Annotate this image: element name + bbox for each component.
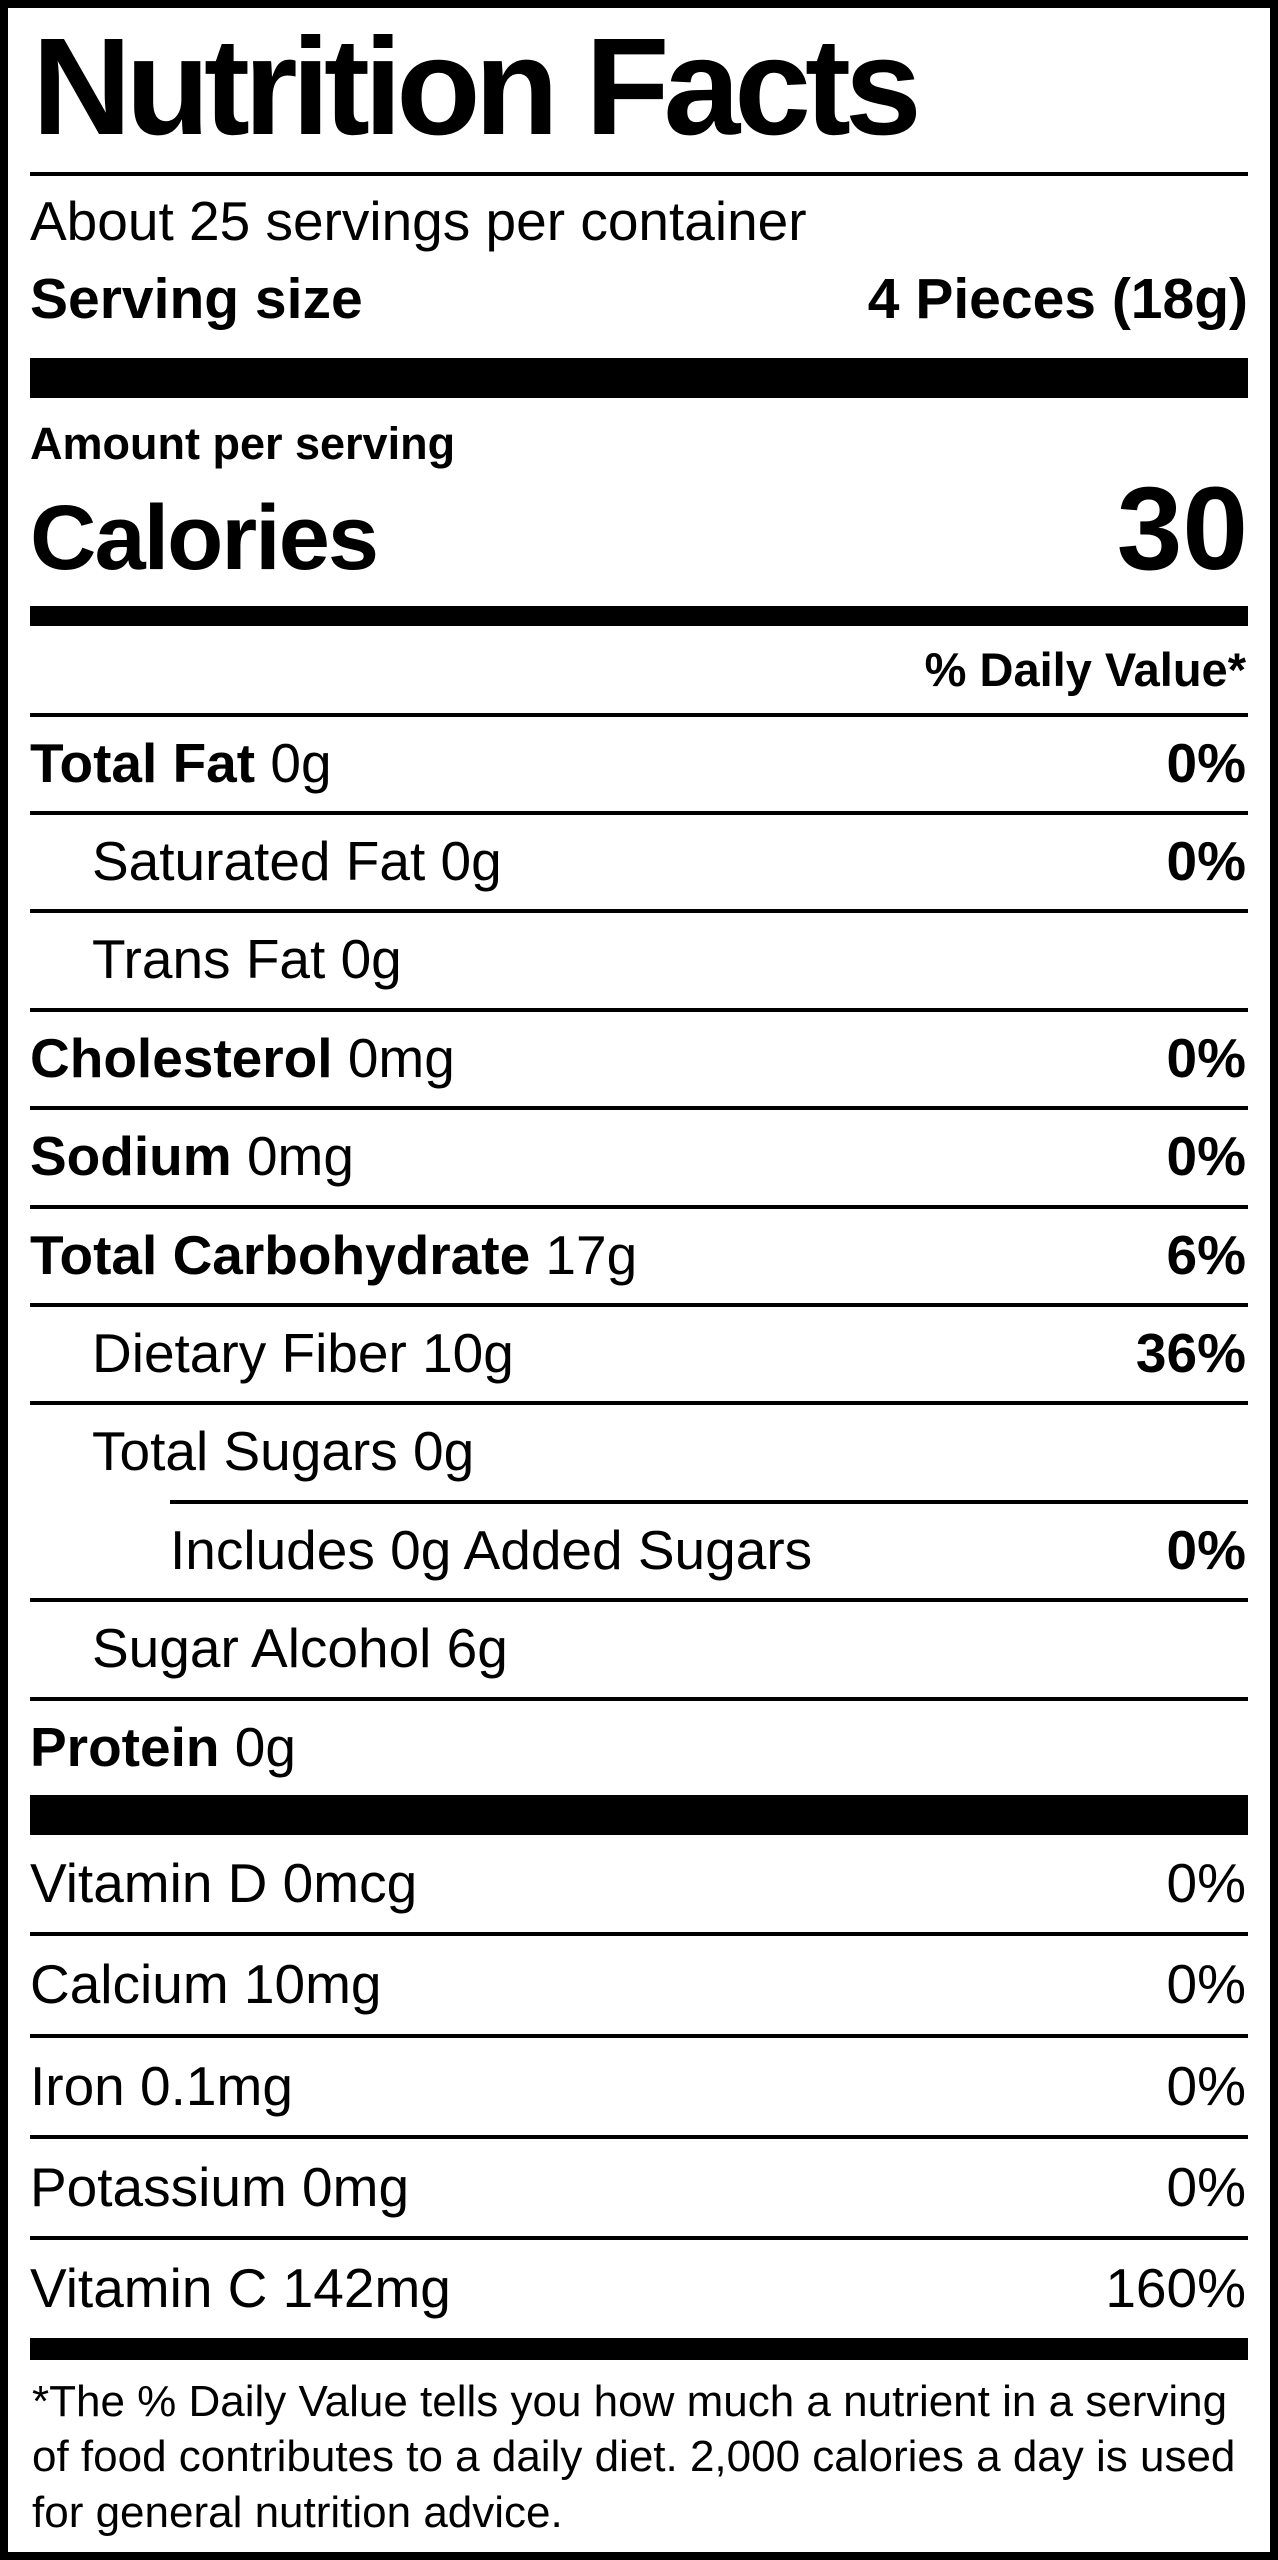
medium-divider-bar-calories — [30, 605, 1248, 626]
nutrient-name: Protein 0g — [30, 1715, 296, 1778]
nutrient-row: Cholesterol 0mg 0% — [30, 1012, 1248, 1106]
nutrient-name: Total Carbohydrate 17g — [30, 1223, 638, 1286]
daily-value-percent: 160% — [1105, 2257, 1246, 2320]
vitamin-row: Calcium 10mg 0% — [30, 1936, 1248, 2033]
separator-rule — [30, 2236, 1248, 2241]
calories-row: Calories 30 — [30, 470, 1248, 606]
nutrient-name: Vitamin C 142mg — [30, 2257, 451, 2320]
daily-value-percent: 0% — [1166, 1026, 1247, 1089]
vitamin-table: Vitamin D 0mcg 0% Calcium 10mg 0% Iron 0.1mg… — [30, 1835, 1248, 2338]
daily-value-percent: 0% — [1166, 2156, 1247, 2219]
nutrient-name: Sugar Alcohol 6g — [92, 1617, 508, 1680]
separator-rule — [30, 712, 1248, 717]
nutrient-name: Vitamin D 0mcg — [30, 1851, 418, 1914]
nutrient-name: Trans Fat 0g — [92, 928, 402, 991]
serving-size-value: 4 Pieces (18g) — [867, 266, 1248, 331]
vitamin-row: Iron 0.1mg 0% — [30, 2038, 1248, 2135]
daily-value-footnote: *The % Daily Value tells you how much a … — [32, 2376, 1236, 2537]
separator-rule — [30, 1696, 1248, 1701]
nutrient-row: Total Carbohydrate 17g 6% — [30, 1209, 1248, 1303]
nutrient-row: Protein 0g — [30, 1701, 1248, 1795]
nutrient-row: Sugar Alcohol 6g — [30, 1602, 1248, 1696]
serving-size-label: Serving size — [30, 266, 363, 331]
nutrient-name: Sodium 0mg — [30, 1125, 354, 1188]
nutrient-name: Cholesterol 0mg — [30, 1026, 455, 1089]
nutrient-name: Calcium 10mg — [30, 1953, 382, 2016]
nutrient-name: Iron 0.1mg — [30, 2054, 293, 2117]
separator-rule — [30, 909, 1248, 914]
nutrient-row: Trans Fat 0g — [30, 913, 1248, 1007]
nutrient-row: Total Fat 0g 0% — [30, 717, 1248, 811]
label-title: Nutrition Facts — [32, 10, 922, 164]
nutrient-table: Total Fat 0g 0% Saturated Fat 0g 0% Trans Fa… — [30, 712, 1248, 1795]
serving-size-row: Serving size 4 Pieces (18g) — [30, 256, 1248, 358]
separator-rule — [30, 1932, 1248, 1937]
nutrient-name: Total Fat 0g — [30, 731, 332, 794]
separator-rule — [30, 2033, 1248, 2038]
daily-value-percent: 6% — [1166, 1223, 1247, 1286]
vitamin-row: Potassium 0mg 0% — [30, 2139, 1248, 2236]
nutrient-row: Saturated Fat 0g 0% — [30, 815, 1248, 909]
thick-divider-bar-vitamins — [30, 1794, 1248, 1835]
nutrient-row: Total Sugars 0g — [30, 1405, 1248, 1499]
daily-value-percent: 0% — [1166, 1953, 1247, 2016]
servings-per-container: About 25 servings per container — [30, 189, 807, 252]
daily-value-percent: 0% — [1166, 1518, 1247, 1581]
daily-value-percent: 0% — [1166, 2054, 1247, 2117]
daily-value-percent: 0% — [1166, 1125, 1247, 1188]
separator-rule — [30, 1204, 1248, 1209]
nutrient-name: Includes 0g Added Sugars — [170, 1518, 813, 1581]
title-separator-rule — [30, 171, 1248, 176]
daily-value-percent: 36% — [1135, 1321, 1246, 1384]
nutrient-name: Potassium 0mg — [30, 2156, 410, 2219]
separator-rule — [30, 810, 1248, 815]
daily-value-percent: 0% — [1166, 731, 1247, 794]
separator-rule — [170, 1499, 1248, 1504]
daily-value-header: % Daily Value* — [924, 642, 1246, 696]
separator-rule — [30, 1007, 1248, 1012]
nutrient-name: Saturated Fat 0g — [92, 829, 502, 892]
separator-rule — [30, 1106, 1248, 1111]
separator-rule — [30, 1401, 1248, 1406]
calories-value: 30 — [1116, 462, 1248, 595]
calories-label: Calories — [30, 486, 379, 589]
nutrient-name: Dietary Fiber 10g — [92, 1321, 514, 1384]
nutrient-row: Sodium 0mg 0% — [30, 1110, 1248, 1204]
medium-divider-bar-footnote — [30, 2337, 1248, 2360]
daily-value-percent: 0% — [1166, 1851, 1247, 1914]
vitamin-row: Vitamin D 0mcg 0% — [30, 1835, 1248, 1932]
separator-rule — [30, 2135, 1248, 2140]
nutrient-row: Includes 0g Added Sugars 0% — [30, 1504, 1248, 1598]
separator-rule — [30, 1598, 1248, 1603]
thick-divider-bar-top — [30, 357, 1248, 398]
vitamin-row: Vitamin C 142mg 160% — [30, 2240, 1248, 2337]
amount-per-serving-label: Amount per serving — [30, 417, 456, 469]
nutrient-name: Total Sugars 0g — [92, 1420, 475, 1483]
nutrient-row: Dietary Fiber 10g 36% — [30, 1307, 1248, 1401]
daily-value-percent: 0% — [1166, 829, 1247, 892]
separator-rule — [30, 1302, 1248, 1307]
